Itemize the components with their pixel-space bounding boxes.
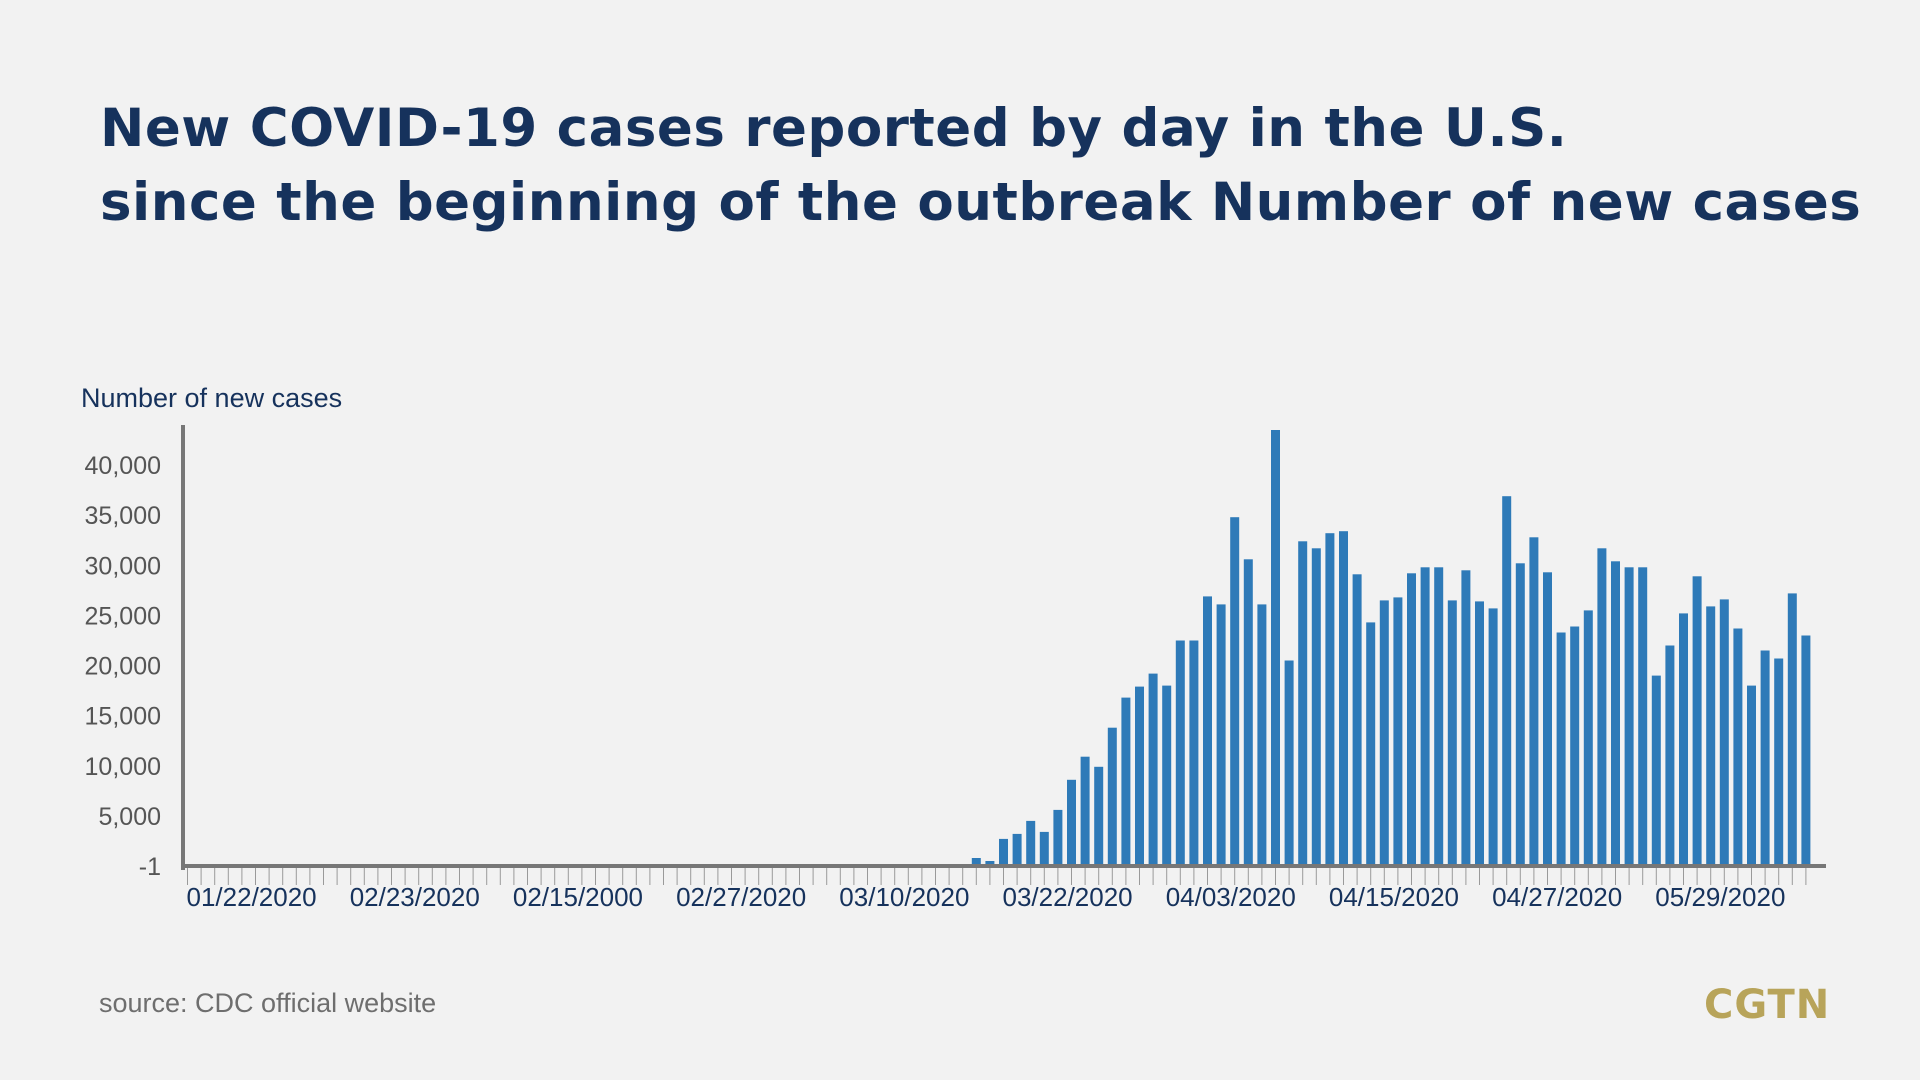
x-tick-labels: 01/22/2020 02/23/2020 02/15/2000 02/27/2020… bbox=[187, 882, 1786, 912]
bar bbox=[1719, 599, 1729, 866]
bar bbox=[1515, 563, 1525, 866]
bar bbox=[1679, 613, 1688, 866]
y-tick-label: 5,000 bbox=[98, 803, 161, 831]
bar bbox=[1012, 833, 1022, 866]
y-tick-label: 40,000 bbox=[85, 452, 161, 480]
y-tick-label: -1 bbox=[139, 853, 161, 881]
bar bbox=[1311, 548, 1321, 866]
bar bbox=[1162, 685, 1172, 866]
bar bbox=[1733, 628, 1743, 866]
y-axis-label: Number of new cases bbox=[81, 383, 343, 413]
bar bbox=[1339, 531, 1348, 866]
title-line-2: since the beginning of the outbreak Numb… bbox=[100, 172, 1862, 233]
y-tick-label: 20,000 bbox=[85, 653, 161, 681]
bar bbox=[1230, 517, 1240, 866]
x-tick-label: 04/27/2020 bbox=[1492, 882, 1622, 912]
bars-group bbox=[971, 430, 1811, 866]
bar bbox=[1747, 685, 1756, 866]
bar bbox=[1420, 567, 1430, 866]
bar bbox=[1502, 496, 1512, 866]
y-tick-label: 10,000 bbox=[85, 753, 161, 781]
bar bbox=[1488, 608, 1498, 866]
x-minor-ticks bbox=[187, 866, 1807, 885]
bar bbox=[1665, 645, 1675, 866]
bar bbox=[1053, 809, 1063, 866]
bar bbox=[999, 838, 1008, 866]
bar bbox=[1189, 640, 1199, 866]
bar bbox=[1243, 559, 1253, 866]
bar bbox=[1175, 640, 1185, 866]
bar bbox=[1135, 686, 1144, 866]
title-line-1: New COVID-19 cases reported by day in th… bbox=[100, 98, 1568, 159]
bar bbox=[1325, 533, 1335, 866]
bar bbox=[1148, 673, 1158, 866]
bar bbox=[1543, 572, 1552, 866]
x-tick-label: 02/15/2000 bbox=[513, 882, 643, 912]
bar bbox=[1298, 541, 1308, 866]
bar bbox=[1801, 635, 1811, 866]
chart-title: New COVID-19 cases reported by day in th… bbox=[100, 92, 1862, 240]
y-tick-label: 25,000 bbox=[85, 602, 161, 630]
bar bbox=[1529, 537, 1539, 866]
bar bbox=[1379, 600, 1389, 866]
bar bbox=[1774, 658, 1784, 866]
x-tick-label: 03/10/2020 bbox=[839, 882, 969, 912]
bar bbox=[1570, 626, 1580, 866]
bar bbox=[1611, 561, 1620, 866]
y-tick-labels: -1 5,000 10,000 15,000 20,000 25,000 30,000 35,… bbox=[85, 452, 161, 881]
bar bbox=[1121, 697, 1131, 866]
cgtn-logo: CGTN bbox=[1704, 982, 1831, 1028]
bar bbox=[1257, 604, 1267, 866]
bar bbox=[985, 861, 995, 866]
x-tick-label: 02/23/2020 bbox=[350, 882, 480, 912]
bar bbox=[1760, 650, 1770, 866]
bar bbox=[1638, 567, 1648, 866]
bar bbox=[1434, 567, 1444, 866]
x-tick-label: 05/29/2020 bbox=[1655, 882, 1785, 912]
bar bbox=[1447, 600, 1457, 866]
bar bbox=[1216, 604, 1226, 866]
bar bbox=[1475, 601, 1484, 866]
y-tick-label: 30,000 bbox=[85, 552, 161, 580]
bar bbox=[1284, 660, 1294, 866]
x-tick-label: 02/27/2020 bbox=[676, 882, 806, 912]
bar bbox=[1461, 570, 1471, 866]
x-tick-label: 04/03/2020 bbox=[1166, 882, 1296, 912]
bar bbox=[1026, 820, 1036, 866]
bar bbox=[1366, 622, 1376, 866]
y-tick-label: 35,000 bbox=[85, 502, 161, 530]
x-tick-label: 04/15/2020 bbox=[1329, 882, 1459, 912]
bar bbox=[1039, 831, 1049, 866]
x-tick-label: 01/22/2020 bbox=[187, 882, 317, 912]
bar bbox=[1597, 548, 1607, 866]
bar bbox=[1787, 593, 1797, 866]
bar bbox=[1094, 766, 1104, 866]
x-tick-label: 03/22/2020 bbox=[1003, 882, 1133, 912]
bar bbox=[971, 858, 981, 866]
bar bbox=[1583, 610, 1593, 866]
bar bbox=[1393, 597, 1403, 866]
bar bbox=[1651, 675, 1661, 866]
source-note: source: CDC official website bbox=[99, 988, 437, 1018]
bar bbox=[1352, 574, 1362, 866]
bar bbox=[1407, 573, 1416, 866]
bar bbox=[1107, 727, 1117, 866]
bar bbox=[1271, 430, 1280, 866]
bar bbox=[1556, 632, 1566, 866]
bar bbox=[1692, 576, 1702, 866]
bar bbox=[1706, 606, 1716, 866]
bar bbox=[1067, 779, 1076, 866]
y-tick-label: 15,000 bbox=[85, 703, 161, 731]
bar bbox=[1080, 756, 1090, 866]
bar bbox=[1203, 596, 1212, 866]
bar bbox=[1624, 567, 1634, 866]
